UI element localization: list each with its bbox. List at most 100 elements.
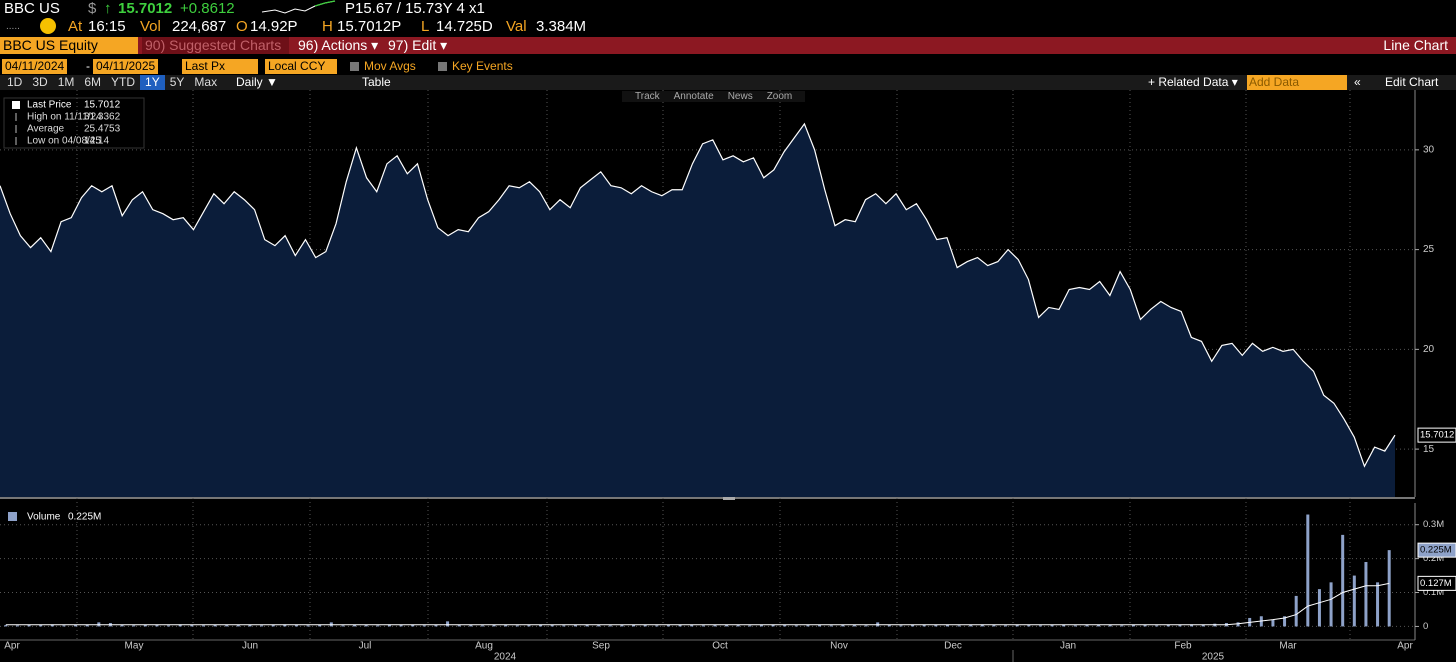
volume-bar <box>1015 624 1019 627</box>
volume-bar <box>504 625 508 627</box>
currency-select[interactable]: Local CCY <box>265 59 337 74</box>
low-label: L <box>421 18 430 35</box>
volume-bar <box>1004 625 1008 627</box>
legend-swatch <box>12 101 20 109</box>
volume-average <box>5 582 1390 626</box>
chart-type[interactable]: Line Chart <box>1383 37 1448 53</box>
start-date[interactable]: 04/11/2024 <box>2 59 68 74</box>
last-price-box <box>1417 427 1456 443</box>
volume-bar <box>1120 625 1124 627</box>
x-tick-label: Feb <box>1174 641 1192 652</box>
volume-bar <box>446 621 450 627</box>
volume-bar <box>632 624 636 627</box>
volume-bar <box>771 624 775 627</box>
volume-bar <box>50 624 54 627</box>
toolbar-periods: 1D 3D 1M 6M YTD 1Y 5Y Max Daily ▼ Table + Relat… <box>0 75 1456 90</box>
volume-bar <box>643 625 647 627</box>
x-tick-label: Dec <box>944 641 962 652</box>
volume-bar <box>678 624 682 627</box>
chart-tool[interactable]: Track <box>635 91 660 102</box>
x-tick-label: Jun <box>242 641 258 652</box>
period[interactable]: 3D <box>32 75 48 89</box>
end-date[interactable]: 04/11/2025 <box>93 59 159 74</box>
volume-bar <box>573 625 577 627</box>
end-marker-box <box>1417 542 1456 558</box>
chart-tool[interactable]: Zoom <box>766 91 793 102</box>
chart-tool[interactable]: News <box>727 91 753 102</box>
volume-bar <box>806 625 810 627</box>
volume-bar <box>655 625 659 627</box>
volume-bar <box>422 625 426 627</box>
volume-bar <box>620 625 624 627</box>
y-tick-label: 20 <box>1423 344 1435 355</box>
up-arrow: ↑ <box>104 0 112 17</box>
suggested-charts[interactable]: 90) Suggested Charts <box>142 37 289 54</box>
period[interactable]: 1M <box>57 75 75 89</box>
volume-bar <box>515 625 519 627</box>
period[interactable]: 1D <box>7 75 23 89</box>
volume-bar <box>1387 550 1391 627</box>
end-marker-box <box>1417 575 1456 591</box>
volume-bar <box>457 625 461 627</box>
menu-bar: BBC US Equity 90) Suggested Charts 96) A… <box>0 37 1456 54</box>
edit-chart[interactable]: Edit Chart <box>1385 75 1439 89</box>
mov-avgs[interactable]: Mov Avgs <box>364 59 416 73</box>
volume-bar <box>1050 625 1054 627</box>
volume-bar <box>143 624 147 627</box>
volume-bar <box>434 625 438 627</box>
volume-bar <box>248 624 252 627</box>
edit[interactable]: 97) Edit ▾ <box>388 37 448 53</box>
x-tick-label: Nov <box>830 641 848 652</box>
vol-label: Vol <box>140 18 161 35</box>
checkbox[interactable] <box>438 62 447 71</box>
legend-label: Average <box>27 124 65 135</box>
volume-bar <box>376 625 380 627</box>
val: 3.384M <box>536 18 587 35</box>
volume-bar <box>736 625 740 627</box>
volume-bar <box>39 625 43 627</box>
quote: P15.67 / 15.73Y 4 x1 <box>345 0 485 17</box>
y-tick-label: 0.3M <box>1423 519 1444 530</box>
key-events[interactable]: Key Events <box>452 59 513 73</box>
volume-bar <box>1143 625 1147 627</box>
collapse[interactable]: « <box>1354 75 1361 89</box>
val-label: Val <box>506 18 527 35</box>
period[interactable]: 6M <box>84 75 102 89</box>
volume-bar <box>201 625 205 627</box>
x-tick-label: Apr <box>4 641 20 652</box>
vol: 224,687 <box>172 18 227 35</box>
table-button[interactable]: Table <box>362 75 391 89</box>
volume-bar <box>492 624 496 627</box>
x-tick-label: Oct <box>712 641 728 652</box>
checkbox[interactable] <box>350 62 359 71</box>
volume-bar <box>1085 625 1089 627</box>
period[interactable]: 5Y <box>169 75 185 89</box>
period[interactable]: YTD <box>111 75 136 89</box>
actions[interactable]: 96) Actions ▾ <box>298 37 379 53</box>
volume-bar <box>306 625 310 627</box>
volume-bar <box>1341 534 1345 627</box>
chart-tool[interactable]: Annotate <box>673 91 714 102</box>
volume-bar <box>527 625 531 627</box>
volume-bar <box>260 625 264 627</box>
high: 15.7012P <box>337 18 402 35</box>
volume-bar <box>271 625 275 627</box>
volume-legend-value: 0.225M <box>68 512 101 523</box>
volume-bar <box>399 625 403 627</box>
frequency[interactable]: Daily ▼ <box>236 75 278 89</box>
volume-bar <box>225 625 229 627</box>
volume-bar <box>411 624 415 627</box>
volume-bar <box>1190 624 1194 627</box>
x-year-label: 2025 <box>1202 652 1225 662</box>
volume-bar <box>132 625 136 627</box>
related-data[interactable]: + Related Data ▾ <box>1148 75 1238 89</box>
period[interactable]: Max <box>194 75 218 89</box>
last-price-label: 15.7012 <box>1420 430 1454 441</box>
volume-bar <box>15 625 19 627</box>
add-data[interactable]: Add Data <box>1247 75 1347 90</box>
field[interactable]: Last Px <box>182 59 258 74</box>
security[interactable]: BBC US Equity <box>0 37 138 54</box>
period[interactable]: 1Y <box>140 75 165 90</box>
open: 14.92P <box>250 18 298 35</box>
